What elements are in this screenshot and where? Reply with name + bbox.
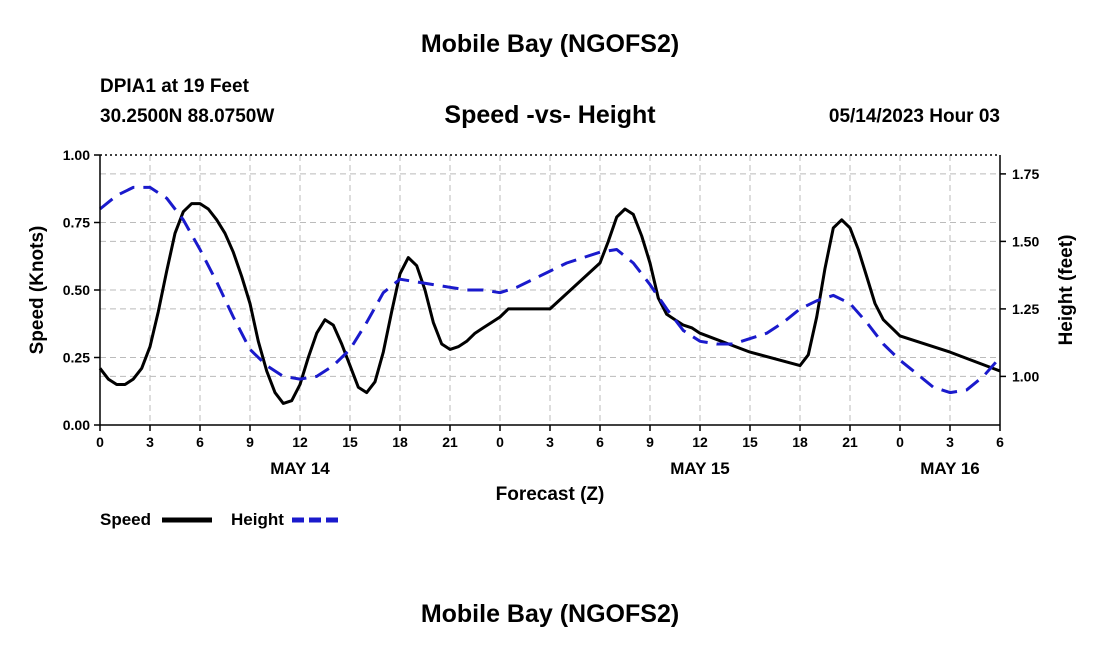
y-tick-label: 0.25 bbox=[63, 350, 90, 366]
x-tick-label: 3 bbox=[546, 434, 554, 450]
y2-tick-label: 1.50 bbox=[1012, 233, 1039, 249]
x-tick-label: 3 bbox=[946, 434, 954, 450]
x-tick-label: 6 bbox=[596, 434, 604, 450]
legend-label-height: Height bbox=[231, 510, 284, 529]
x-axis-title: Forecast (Z) bbox=[496, 484, 605, 505]
footer-title: Mobile Bay (NGOFS2) bbox=[420, 600, 680, 628]
legend: Speed Height bbox=[100, 510, 342, 529]
x-tick-label: 12 bbox=[692, 434, 708, 450]
x-tick-label: 15 bbox=[742, 434, 758, 450]
x-tick-label: 0 bbox=[896, 434, 904, 450]
station-coordinates: 30.2500N 88.0750W bbox=[100, 106, 275, 127]
y2-tick-label: 1.25 bbox=[1012, 301, 1039, 317]
y2-axis-title: Height (feet) bbox=[1056, 235, 1077, 346]
chart-subtitle: Speed -vs- Height bbox=[444, 101, 656, 129]
day-label: MAY 15 bbox=[670, 459, 730, 478]
x-tick-label: 3 bbox=[146, 434, 154, 450]
x-tick-label: 12 bbox=[292, 434, 308, 450]
y-tick-label: 1.00 bbox=[63, 147, 90, 163]
y-tick-label: 0.75 bbox=[63, 215, 90, 231]
series-layer bbox=[98, 185, 1002, 405]
x-tick-label: 18 bbox=[792, 434, 808, 450]
series-line-height bbox=[99, 185, 1002, 395]
station-label: DPIA1 at 19 Feet bbox=[100, 76, 249, 97]
x-tick-label: 15 bbox=[342, 434, 358, 450]
grid bbox=[100, 155, 1000, 425]
chart-title: Mobile Bay (NGOFS2) bbox=[420, 30, 680, 58]
x-tick-label: 21 bbox=[442, 434, 458, 450]
x-tick-label: 9 bbox=[646, 434, 654, 450]
x-tick-label: 9 bbox=[246, 434, 254, 450]
forecast-datetime: 05/14/2023 Hour 03 bbox=[828, 106, 1000, 127]
x-tick-label: 0 bbox=[96, 434, 104, 450]
x-tick-label: 6 bbox=[996, 434, 1004, 450]
x-tick-label: 0 bbox=[496, 434, 504, 450]
x-tick-label: 18 bbox=[392, 434, 408, 450]
axes bbox=[94, 154, 1006, 431]
y2-tick-label: 1.00 bbox=[1012, 368, 1039, 384]
series-line-speed bbox=[98, 202, 1001, 405]
legend-label-speed: Speed bbox=[100, 510, 151, 529]
y2-tick-label: 1.75 bbox=[1012, 166, 1039, 182]
day-label: MAY 14 bbox=[270, 459, 330, 478]
x-tick-label: 6 bbox=[196, 434, 204, 450]
x-tick-label: 21 bbox=[842, 434, 858, 450]
y-axis-title: Speed (Knots) bbox=[27, 226, 48, 355]
y-tick-label: 0.50 bbox=[63, 282, 90, 298]
y-tick-label: 0.00 bbox=[63, 417, 90, 433]
day-label: MAY 16 bbox=[920, 459, 980, 478]
axis-labels: 0 3 6 9 12 15 18 21 0 3 6 9 12 15 18 21 0 3 6 MAY 14 MAY 15 M… bbox=[27, 147, 1077, 505]
